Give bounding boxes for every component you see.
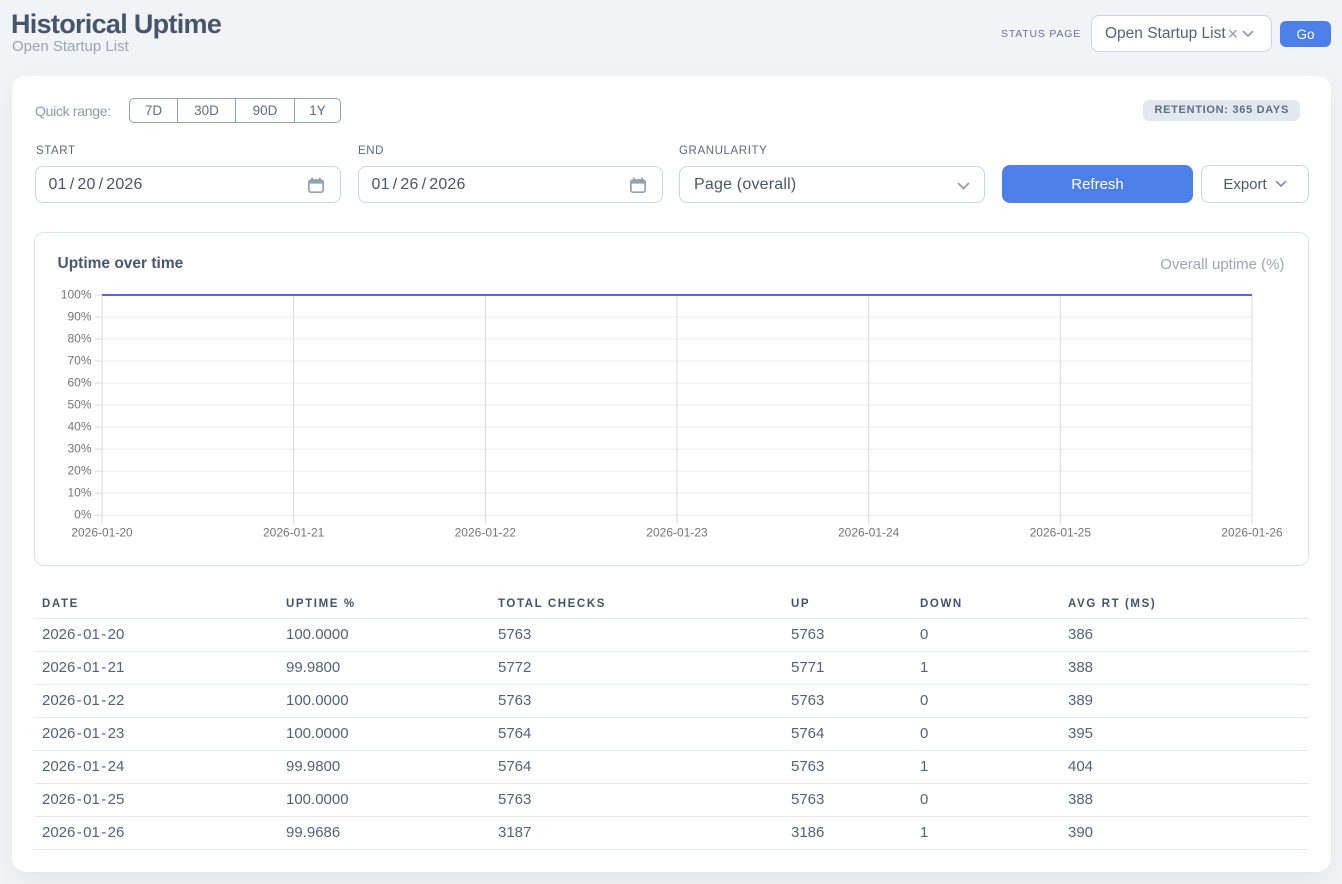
svg-text:2026-01-25: 2026-01-25 <box>1029 525 1091 539</box>
svg-text:10%: 10% <box>67 485 91 499</box>
svg-text:20%: 20% <box>67 463 91 477</box>
svg-text:80%: 80% <box>67 331 91 345</box>
svg-text:60%: 60% <box>67 375 91 389</box>
svg-text:100%: 100% <box>60 287 91 301</box>
svg-text:2026-01-26: 2026-01-26 <box>1221 525 1283 539</box>
svg-text:0%: 0% <box>74 507 92 521</box>
svg-text:70%: 70% <box>67 353 91 367</box>
svg-text:90%: 90% <box>67 309 91 323</box>
svg-text:2026-01-20: 2026-01-20 <box>71 525 133 539</box>
svg-text:2026-01-22: 2026-01-22 <box>454 525 516 539</box>
svg-text:2026-01-23: 2026-01-23 <box>646 525 708 539</box>
svg-text:2026-01-21: 2026-01-21 <box>262 525 324 539</box>
svg-text:2026-01-24: 2026-01-24 <box>837 525 899 539</box>
svg-text:50%: 50% <box>67 397 91 411</box>
svg-text:30%: 30% <box>67 441 91 455</box>
svg-text:40%: 40% <box>67 419 91 433</box>
